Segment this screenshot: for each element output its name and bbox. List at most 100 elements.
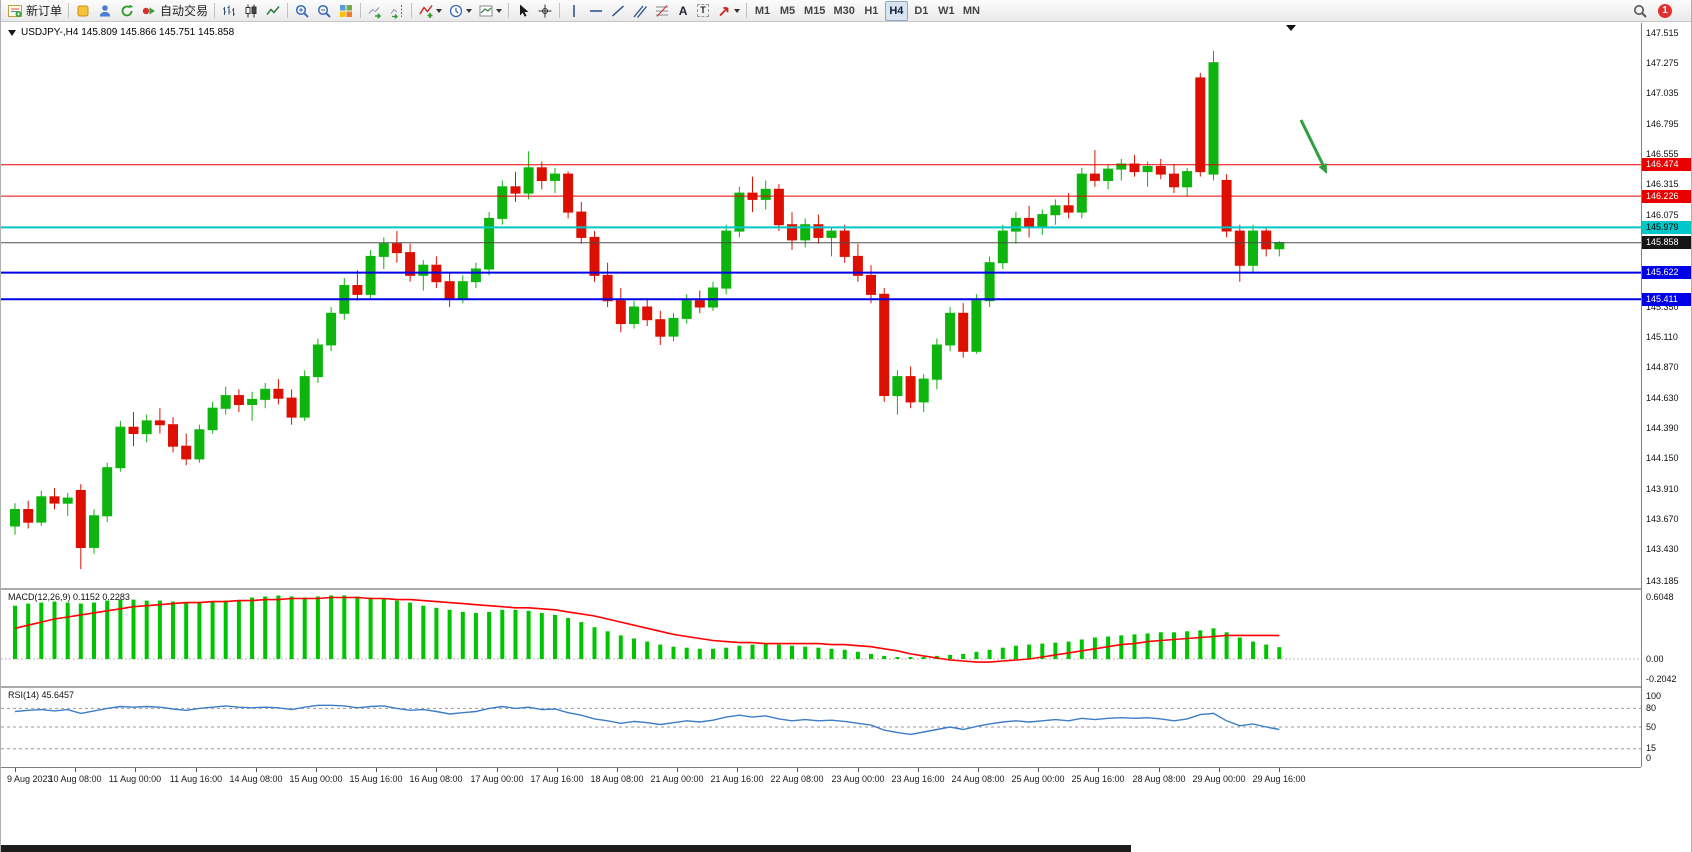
price-chart[interactable] (1, 23, 1641, 588)
templates-button[interactable] (475, 1, 505, 21)
arrows-icon (719, 6, 729, 16)
timeframe-mn[interactable]: MN (962, 4, 980, 17)
price-axis-label: 147.275 (1646, 57, 1679, 68)
time-axis-label: 25 Aug 00:00 (1011, 774, 1065, 784)
price-axis-label: 146.075 (1646, 209, 1679, 220)
profile-icon (99, 4, 111, 16)
metaeditor-button[interactable] (72, 1, 94, 21)
time-axis-label: 11 Aug 00:00 (108, 774, 162, 784)
new-order-button[interactable]: 新订单 (4, 1, 65, 21)
time-tick (617, 768, 618, 772)
zoom-in-icon (295, 4, 309, 18)
time-axis-label: 28 Aug 08:00 (1132, 774, 1186, 784)
auto-trading-icon (142, 7, 156, 14)
line-chart-icon (266, 5, 280, 15)
toolbar-separator (508, 3, 510, 18)
symbol-dropdown-icon (8, 29, 16, 36)
price-tag: 146.474 (1642, 158, 1691, 172)
text-label-button[interactable]: T (693, 1, 713, 21)
crosshair-icon (538, 4, 552, 17)
refresh-button[interactable] (116, 1, 138, 21)
rsi-chart[interactable] (1, 688, 1641, 766)
profile-button[interactable] (94, 1, 116, 21)
chart-shift-icon (390, 4, 403, 19)
channel-button[interactable] (629, 1, 651, 21)
time-axis-label: 21 Aug 16:00 (710, 774, 764, 784)
cursor-button[interactable] (512, 1, 534, 21)
new-order-icon (8, 4, 22, 17)
vertical-line-button[interactable] (563, 1, 585, 21)
candlestick-chart-button[interactable] (240, 1, 262, 21)
zoom-in-button[interactable] (291, 1, 313, 21)
time-tick (557, 768, 558, 772)
templates-icon (479, 5, 493, 16)
price-axis-label: 144.150 (1646, 453, 1679, 464)
time-tick (1219, 768, 1220, 772)
price-axis-label: 147.515 (1646, 27, 1679, 38)
panel-splitter-2[interactable] (1, 686, 1641, 688)
periods-button[interactable] (445, 1, 475, 21)
notification-badge[interactable]: 1 (1658, 3, 1672, 18)
panel-splitter[interactable] (1, 588, 1641, 590)
macd-chart[interactable] (1, 590, 1641, 686)
crosshair-button[interactable] (534, 1, 556, 21)
indicators-button[interactable] (415, 1, 445, 21)
text-button[interactable]: A (673, 1, 693, 21)
timeframe-h4[interactable]: H4 (884, 0, 908, 21)
trendline-icon (612, 4, 625, 17)
time-tick (436, 768, 437, 772)
timeframe-w1[interactable]: W1 (938, 4, 955, 17)
timeframe-m15[interactable]: M15 (804, 4, 826, 17)
price-tag: 145.979 (1642, 220, 1691, 234)
time-tick (1279, 768, 1280, 772)
auto-scroll-button[interactable] (364, 1, 386, 21)
time-tick (15, 768, 16, 772)
vertical-line-icon (573, 4, 575, 17)
trendline-button[interactable] (607, 1, 629, 21)
timeframe-h1[interactable]: H1 (864, 4, 879, 17)
cursor-icon (520, 4, 529, 17)
dropdown-chevron-icon (734, 8, 741, 13)
dropdown-chevron-icon (436, 8, 443, 13)
toolbar-overflow-icon[interactable] (1286, 25, 1296, 31)
bar-chart-button[interactable] (218, 1, 240, 21)
dropdown-chevron-icon (496, 8, 503, 13)
rsi-label: RSI(14) 45.6457 (8, 690, 75, 700)
timeframe-d1[interactable]: D1 (914, 4, 929, 17)
tile-windows-button[interactable] (335, 1, 357, 21)
time-tick (677, 768, 678, 772)
price-axis-label: 145.110 (1646, 331, 1678, 342)
horizontal-line-button[interactable] (585, 1, 607, 21)
fibonacci-icon (656, 4, 669, 17)
fibonacci-button[interactable] (651, 1, 673, 21)
time-axis-label: 9 Aug 2023 (7, 774, 53, 784)
time-tick (1098, 768, 1099, 772)
macd-label: MACD(12,26,9) 0.1152 0.2283 (8, 592, 130, 602)
price-axis-label: 144.630 (1646, 392, 1679, 403)
time-tick (196, 768, 197, 772)
time-axis-label: 23 Aug 16:00 (891, 774, 945, 784)
chart-title-text: USDJPY-,H4 145.809 145.866 145.751 145.8… (21, 27, 235, 38)
timeframe-m30[interactable]: M30 (833, 4, 855, 17)
auto-trading-button[interactable]: 自动交易 (138, 1, 211, 21)
horizontal-scrollbar[interactable] (1, 845, 1131, 852)
time-axis-label: 29 Aug 16:00 (1252, 774, 1306, 784)
price-axis-label: 147.035 (1646, 88, 1679, 99)
time-tick (1038, 768, 1039, 772)
time-tick (978, 768, 979, 772)
timeframe-m1[interactable]: M1 (754, 4, 771, 17)
zoom-out-icon (317, 4, 331, 18)
line-chart-button[interactable] (262, 1, 284, 21)
timeframe-m5[interactable]: M5 (779, 4, 796, 17)
zoom-out-button[interactable] (313, 1, 335, 21)
toolbar-separator (214, 3, 216, 18)
time-tick (135, 768, 136, 772)
refresh-icon (121, 4, 134, 16)
arrows-button[interactable] (713, 1, 743, 21)
time-tick (376, 768, 377, 772)
search-button[interactable] (1629, 1, 1651, 21)
chart-shift-button[interactable] (386, 1, 408, 21)
dropdown-chevron-icon (466, 8, 473, 13)
time-axis-label: 18 Aug 08:00 (590, 774, 644, 784)
